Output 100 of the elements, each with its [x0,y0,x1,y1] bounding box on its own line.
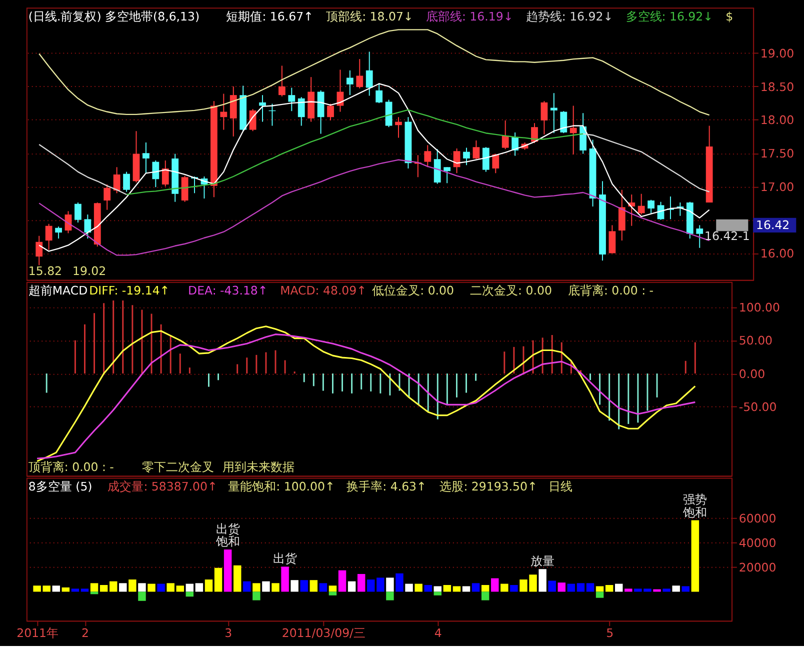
candlestick [84,214,92,240]
bar [252,583,260,592]
candlestick [376,82,383,104]
x-tick-label: 4 [434,626,442,640]
annotation: 16.42-1 [704,228,750,243]
y-tick-label: 18.50 [760,80,794,94]
bar [90,592,98,594]
x-tick-label: 2 [81,626,89,640]
y-tick-label: 17.00 [760,180,794,194]
chart-title: 超前MACD [28,284,88,298]
bar [452,586,461,592]
bar [138,592,146,601]
y-tick-label: 0.00 [738,366,766,381]
bar [662,588,670,592]
annotation: 出货 [216,522,240,536]
series-label: 顶部线: 18.07↓ [326,9,414,24]
annotation: 饱和 [682,505,708,520]
candlestick [278,65,286,97]
bar [386,578,394,592]
bar [548,580,556,592]
bar [52,586,60,592]
candlestick [220,93,228,130]
candlestick [696,224,704,248]
bar [500,584,508,592]
text: $ [726,9,734,24]
chart-title: 8多空量 (5) [28,479,92,494]
annotation: 二次金叉: 0.00 [470,284,552,298]
annotation: 15.82 [28,264,62,278]
y-tick-label: 100.00 [738,300,780,315]
chart-title: (日线.前复权) 多空地带(8,6,13) [28,9,200,24]
bar [481,584,490,592]
bar [586,583,594,592]
candlestick [540,100,548,135]
bar [166,583,174,592]
candlestick [123,171,130,192]
bar [128,579,136,592]
bar [148,584,156,592]
bar [310,580,318,592]
y-tick-label: 19.00 [760,46,794,60]
bar [109,581,118,592]
candlestick [444,166,451,184]
annotation: 放量 [530,554,555,568]
bar [424,584,432,592]
candlestick [230,86,237,137]
bar [405,584,413,592]
candlestick [502,120,509,150]
x-tick-label: 5 [606,626,614,640]
y-tick-label: 17.50 [760,146,794,161]
candlestick [346,70,354,96]
y-tick-label: 18.00 [760,113,794,128]
bar [462,586,470,592]
bar [376,578,384,592]
x-tick-label: 2011年 [16,626,59,640]
bar [596,586,604,592]
x-tick-label: 2011/03/09/三 [282,626,366,640]
candlestick [356,58,364,89]
bar [414,584,422,592]
bar [558,582,566,592]
ref-line-label: 16.42 [756,218,790,232]
bar [691,520,700,592]
bar [396,573,404,592]
bar [71,588,80,592]
bar [252,592,260,600]
bar [262,581,270,592]
candlestick [74,202,82,224]
candlestick [327,103,334,121]
candlestick [152,160,160,188]
candlestick [366,51,373,96]
bar [100,584,108,592]
annotation: 19.02 [72,264,106,278]
bar [672,586,680,592]
bar [214,568,222,592]
annotation: 日线 [548,479,572,494]
candlestick [36,235,43,266]
candlestick [55,226,62,240]
bar [624,588,632,592]
candlestick [618,189,626,242]
bar [157,584,165,592]
candlestick [550,92,558,134]
bar [605,584,614,592]
bar [195,583,204,592]
y-tick-label: 20000 [738,560,776,575]
candlestick [181,175,188,202]
bar [367,579,375,592]
candlestick [482,146,490,172]
annotation: 底背离: 0.00 : - [568,284,654,298]
bar [614,584,623,592]
bar [272,583,280,592]
bar [62,587,70,592]
bar [328,592,337,596]
candlestick [113,166,120,194]
bar [176,586,184,592]
bar [290,580,298,592]
bar [186,584,194,592]
y-tick-label: -50.00 [738,400,777,414]
candlestick [492,153,500,174]
annotation: 零下二次金叉 [142,460,214,474]
text: 短期值: 16.67↑ [226,9,314,24]
bar [434,592,442,596]
annotation: 强势 [683,492,708,507]
